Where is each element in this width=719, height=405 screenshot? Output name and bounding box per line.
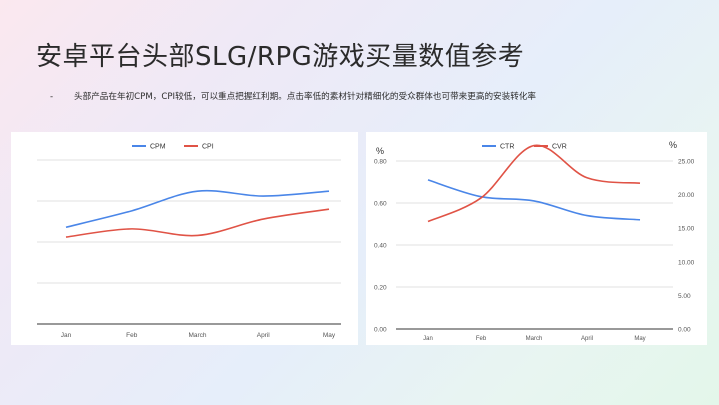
y-left-tick-label: 0.60 bbox=[374, 201, 387, 208]
legend-label-1: CPI bbox=[202, 144, 214, 151]
x-tick-label: May bbox=[323, 332, 336, 339]
x-tick-label: March bbox=[526, 336, 543, 342]
page-title: 安卓平台头部SLG/RPG游戏买量数值参考 bbox=[36, 42, 525, 72]
y-left-tick-label: 0.40 bbox=[374, 243, 387, 250]
note-text: 头部产品在年初CPM，CPI较低，可以重点把握红利期。点击率低的素材针对精细化的… bbox=[74, 92, 537, 102]
x-tick-label: Feb bbox=[476, 336, 487, 342]
x-tick-label: Feb bbox=[126, 332, 138, 339]
y-right-axis-label: % bbox=[669, 140, 677, 150]
series-line-cvr bbox=[427, 144, 641, 223]
note-row: - 头部产品在年初CPM，CPI较低，可以重点把握红利期。点击率低的素材针对精细化… bbox=[50, 90, 536, 102]
y-left-tick-label: 0.80 bbox=[374, 159, 387, 166]
y-right-tick-label: 20.00 bbox=[678, 192, 695, 199]
y-right-tick-label: 10.00 bbox=[678, 259, 695, 266]
x-tick-label: April bbox=[257, 332, 271, 339]
chart-panel-ctr-cvr: 0.00 0.20 0.40 0.60 0.80 0.00 5.00 10.00 15.00 20… bbox=[366, 132, 707, 345]
x-tick-label: Jan bbox=[423, 336, 433, 342]
x-tick-label: Jan bbox=[61, 332, 72, 339]
y-left-tick-label: 0.20 bbox=[374, 285, 387, 292]
y-right-tick-label: 5.00 bbox=[678, 293, 691, 300]
y-left-axis-label: % bbox=[376, 146, 384, 156]
chart-panel-cpm-cpi: Jan Feb March April May CPM CPI bbox=[11, 132, 358, 345]
y-right-tick-label: 25.00 bbox=[678, 159, 695, 166]
bullet-dash: - bbox=[50, 92, 54, 102]
y-left-tick-label: 0.00 bbox=[374, 327, 387, 334]
x-tick-label: May bbox=[634, 336, 645, 342]
y-right-tick-label: 0.00 bbox=[678, 327, 691, 334]
legend-label-0: CTR bbox=[500, 144, 514, 151]
x-tick-label: March bbox=[188, 332, 206, 339]
legend-label-1: CVR bbox=[552, 144, 567, 151]
series-line-cpm bbox=[65, 189, 330, 229]
x-tick-label: April bbox=[581, 336, 593, 342]
ctr-cvr-chart: 0.00 0.20 0.40 0.60 0.80 0.00 5.00 10.00 15.00 20… bbox=[374, 140, 695, 342]
series-line-ctr bbox=[427, 179, 641, 221]
series-line-cpi bbox=[65, 208, 330, 238]
legend-label-0: CPM bbox=[150, 144, 166, 151]
cpm-cpi-chart: Jan Feb March April May CPM CPI bbox=[37, 144, 341, 339]
y-right-tick-label: 15.00 bbox=[678, 226, 695, 233]
